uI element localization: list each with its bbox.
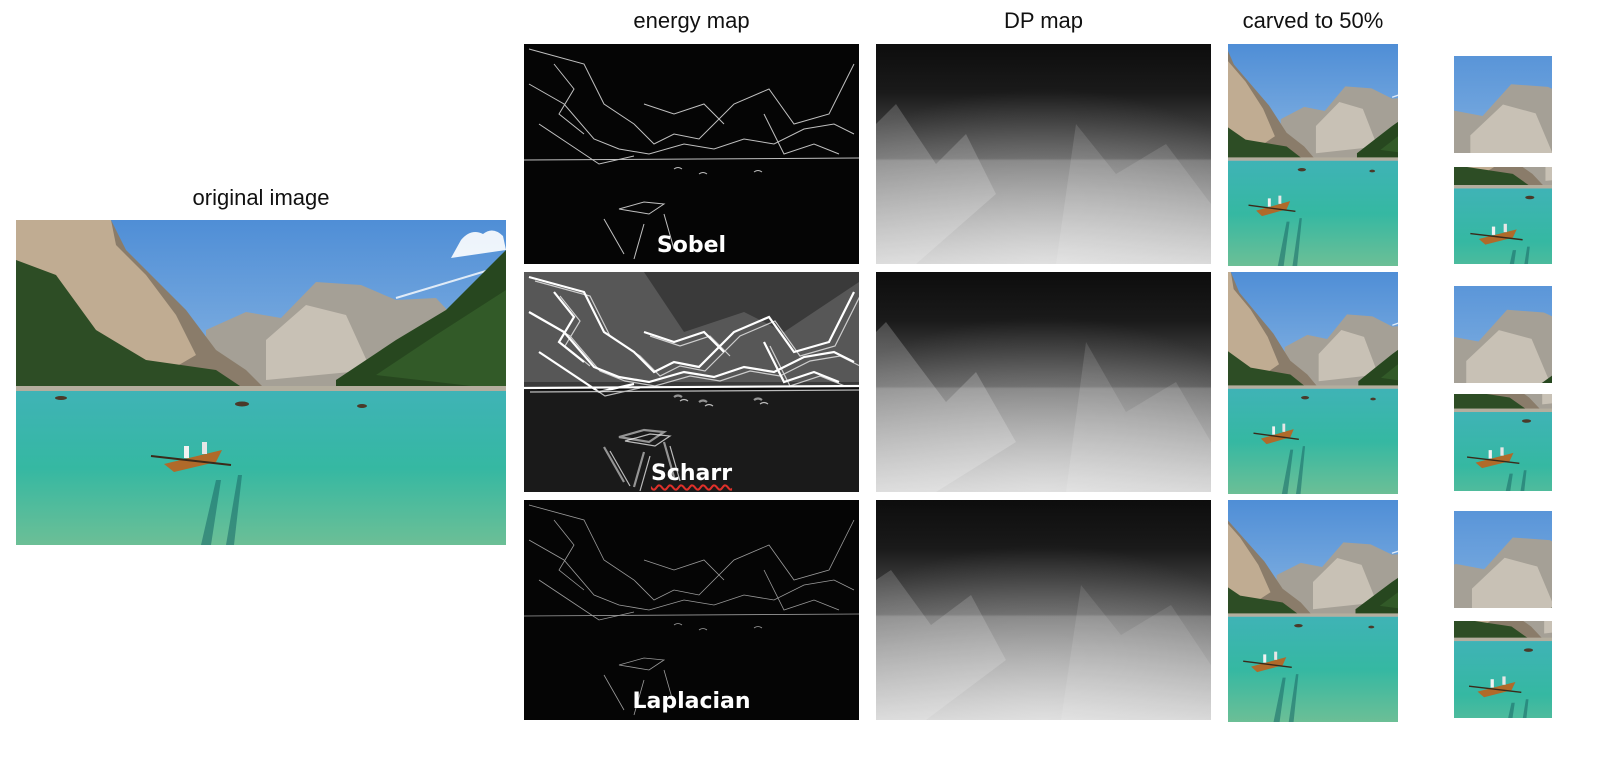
- header-dp-map: DP map: [1003, 8, 1084, 33]
- crop-sky-laplacian: [1454, 511, 1552, 608]
- energy-map-laplacian: Laplacian: [524, 500, 859, 720]
- method-label-laplacian: Laplacian: [632, 689, 751, 714]
- method-label-sobel: Sobel: [656, 233, 727, 258]
- crop-sky-sobel: [1454, 56, 1552, 153]
- crop-boat-scharr: [1454, 394, 1552, 491]
- crop-boat-sobel: [1454, 167, 1552, 264]
- header-carved: carved to 50%: [1242, 8, 1384, 33]
- dp-map-sobel: [876, 44, 1211, 264]
- crop-sky-scharr: [1454, 286, 1552, 383]
- carved-image-sobel: [1228, 44, 1398, 266]
- energy-map-sobel: Sobel: [524, 44, 859, 264]
- dp-map-scharr: [876, 272, 1211, 492]
- carved-image-scharr: [1228, 272, 1398, 494]
- crop-boat-laplacian: [1454, 621, 1552, 718]
- energy-map-scharr: Scharr: [524, 272, 859, 492]
- header-energy-map: energy map: [633, 8, 750, 33]
- dp-map-laplacian: [876, 500, 1211, 720]
- original-image: [16, 220, 506, 545]
- method-label-scharr: Scharr: [650, 461, 733, 486]
- header-original-image: original image: [192, 185, 330, 210]
- carved-image-laplacian: [1228, 500, 1398, 722]
